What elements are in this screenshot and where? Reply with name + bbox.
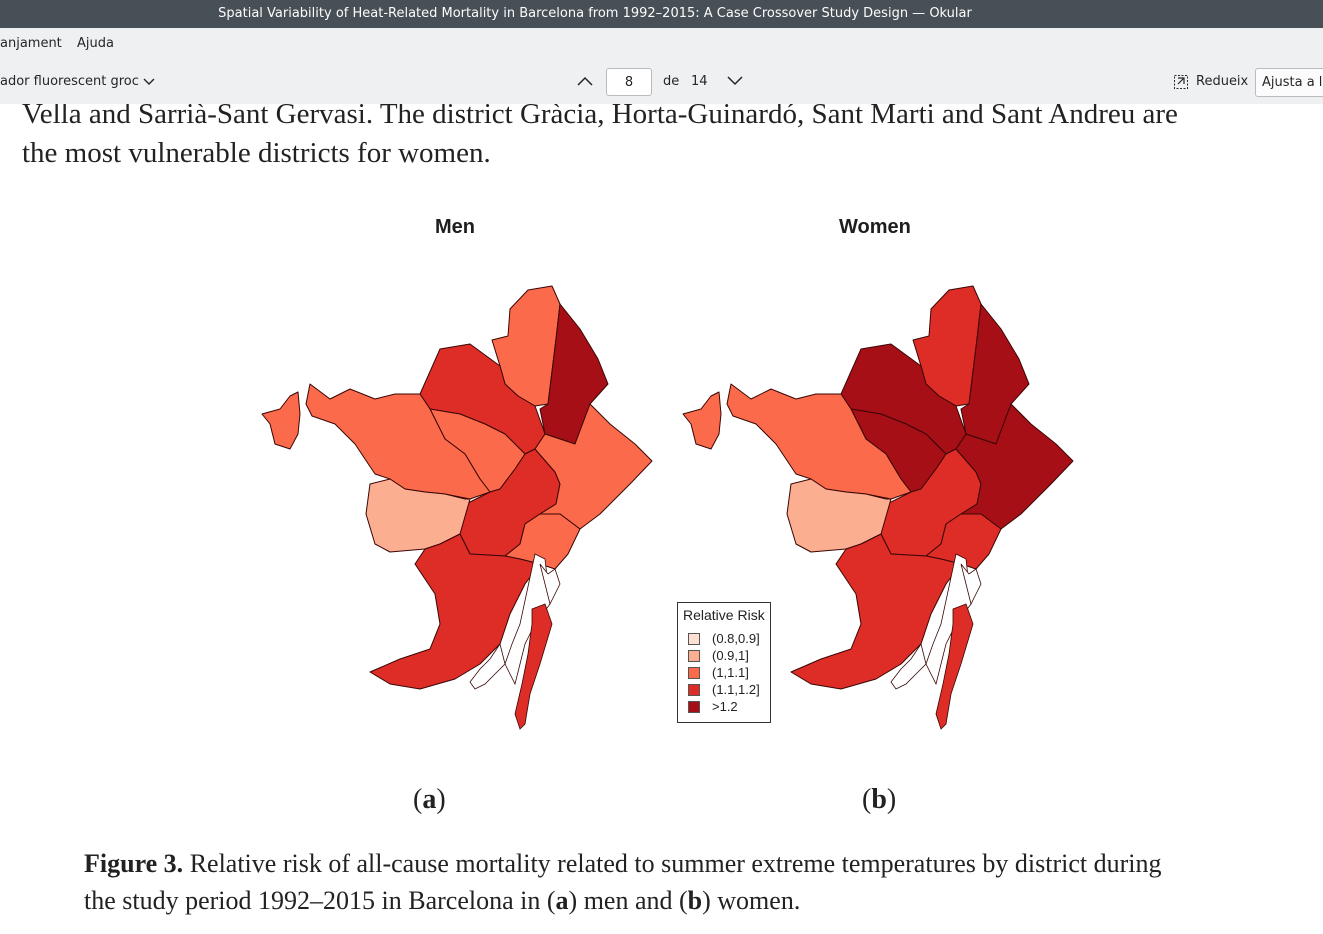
trim-icon[interactable]: [1173, 74, 1189, 90]
page-total: 14: [691, 74, 708, 89]
legend-item: (0.9,1]: [688, 647, 749, 663]
legend-swatch: [688, 632, 700, 645]
district-sant-marti: [534, 403, 653, 530]
figure-caption-line: Figure 3. Relative risk of all-cause mor…: [84, 849, 1161, 879]
legend-item: >1.2: [688, 698, 738, 714]
map-men: [261, 285, 653, 730]
district-sant-marti: [955, 403, 1074, 530]
legend-label: (0.8,0.9]: [712, 631, 760, 647]
legend-swatch: [688, 683, 700, 696]
district-sarria-sant-gervasi: [726, 383, 912, 500]
legend-label: (1.1,1.2]: [712, 682, 760, 698]
caption-label: Figure 3.: [84, 849, 184, 878]
caption-text: a: [555, 886, 569, 915]
menu-bar: anjament Ajuda: [0, 28, 1323, 60]
sublabel-letter: a: [422, 784, 437, 815]
legend-swatch: [688, 700, 700, 713]
legend-title: Relative Risk: [683, 607, 765, 623]
sublabel-a: (a): [413, 784, 446, 816]
menu-help[interactable]: Ajuda: [77, 36, 114, 51]
district-sants-montjuic: [790, 533, 962, 690]
legend-item: (0.8,0.9]: [688, 630, 760, 646]
legend-swatch: [688, 666, 700, 679]
district-les-corts: [365, 478, 471, 553]
caption-text: ) men and (: [568, 886, 688, 915]
map-title-men: Men: [435, 216, 475, 238]
previous-page-icon[interactable]: [576, 74, 594, 88]
map-layer: [682, 285, 1074, 730]
map-layer: [261, 285, 653, 730]
district-sarria-sant-gervasi: [305, 383, 491, 500]
harbour-water: [469, 643, 506, 690]
harbour-water: [890, 643, 927, 690]
choropleth-maps: [261, 285, 1074, 730]
page-of-label: de: [663, 74, 680, 89]
caption-text: Relative risk of all-cause mortality rel…: [183, 849, 1162, 878]
sublabel-letter: b: [871, 784, 887, 815]
legend-label: (0.9,1]: [712, 648, 749, 664]
district-les-corts: [786, 478, 892, 553]
figure-caption-line: the study period 1992–2015 in Barcelona …: [84, 886, 800, 916]
body-text-line: the most vulnerable districts for women.: [22, 137, 491, 169]
window-titlebar: Spatial Variability of Heat-Related Mort…: [0, 0, 1323, 28]
harbour-water: [539, 563, 561, 606]
legend: Relative Risk (0.8,0.9] (0.9,1] (1,1.1] …: [677, 602, 771, 723]
document-page: Vella and Sarrià-Sant Gervasi. The distr…: [0, 104, 1323, 934]
map-title-women: Women: [839, 216, 911, 238]
paren: ): [436, 784, 446, 815]
legend-label: >1.2: [712, 699, 738, 715]
sublabel-b: (b): [862, 784, 896, 816]
harbour-pier: [935, 603, 974, 730]
zoom-fit-select[interactable]: Ajusta a l'a: [1255, 68, 1323, 97]
toolbar: ador fluorescent groc de 14 Redueix Ajus…: [0, 60, 1323, 105]
district-sants-montjuic: [369, 533, 541, 690]
map-women: [682, 285, 1074, 730]
district-islet: [682, 391, 722, 450]
caption-text: b: [687, 886, 703, 915]
caption-text: the study period 1992–2015 in Barcelona …: [84, 886, 556, 915]
annotation-tool-label[interactable]: ador fluorescent groc: [0, 74, 139, 89]
paren: (: [413, 784, 423, 815]
body-text-line: Vella and Sarrià-Sant Gervasi. The distr…: [22, 104, 1178, 130]
menu-settings[interactable]: anjament: [0, 36, 62, 51]
harbour-pier: [514, 603, 553, 730]
chevron-down-icon[interactable]: [143, 77, 155, 87]
legend-label: (1,1.1]: [712, 665, 749, 681]
paren: ): [886, 784, 897, 815]
window-title: Spatial Variability of Heat-Related Mort…: [218, 6, 972, 21]
trim-button[interactable]: Redueix: [1196, 74, 1249, 89]
caption-text: ) women.: [702, 886, 801, 915]
paren: (: [862, 784, 872, 815]
legend-item: (1,1.1]: [688, 664, 749, 680]
harbour-water: [960, 563, 982, 606]
legend-swatch: [688, 649, 700, 662]
page-number-input[interactable]: [606, 68, 652, 96]
next-page-icon[interactable]: [726, 74, 744, 88]
legend-item: (1.1,1.2]: [688, 681, 760, 697]
district-islet: [261, 391, 301, 450]
